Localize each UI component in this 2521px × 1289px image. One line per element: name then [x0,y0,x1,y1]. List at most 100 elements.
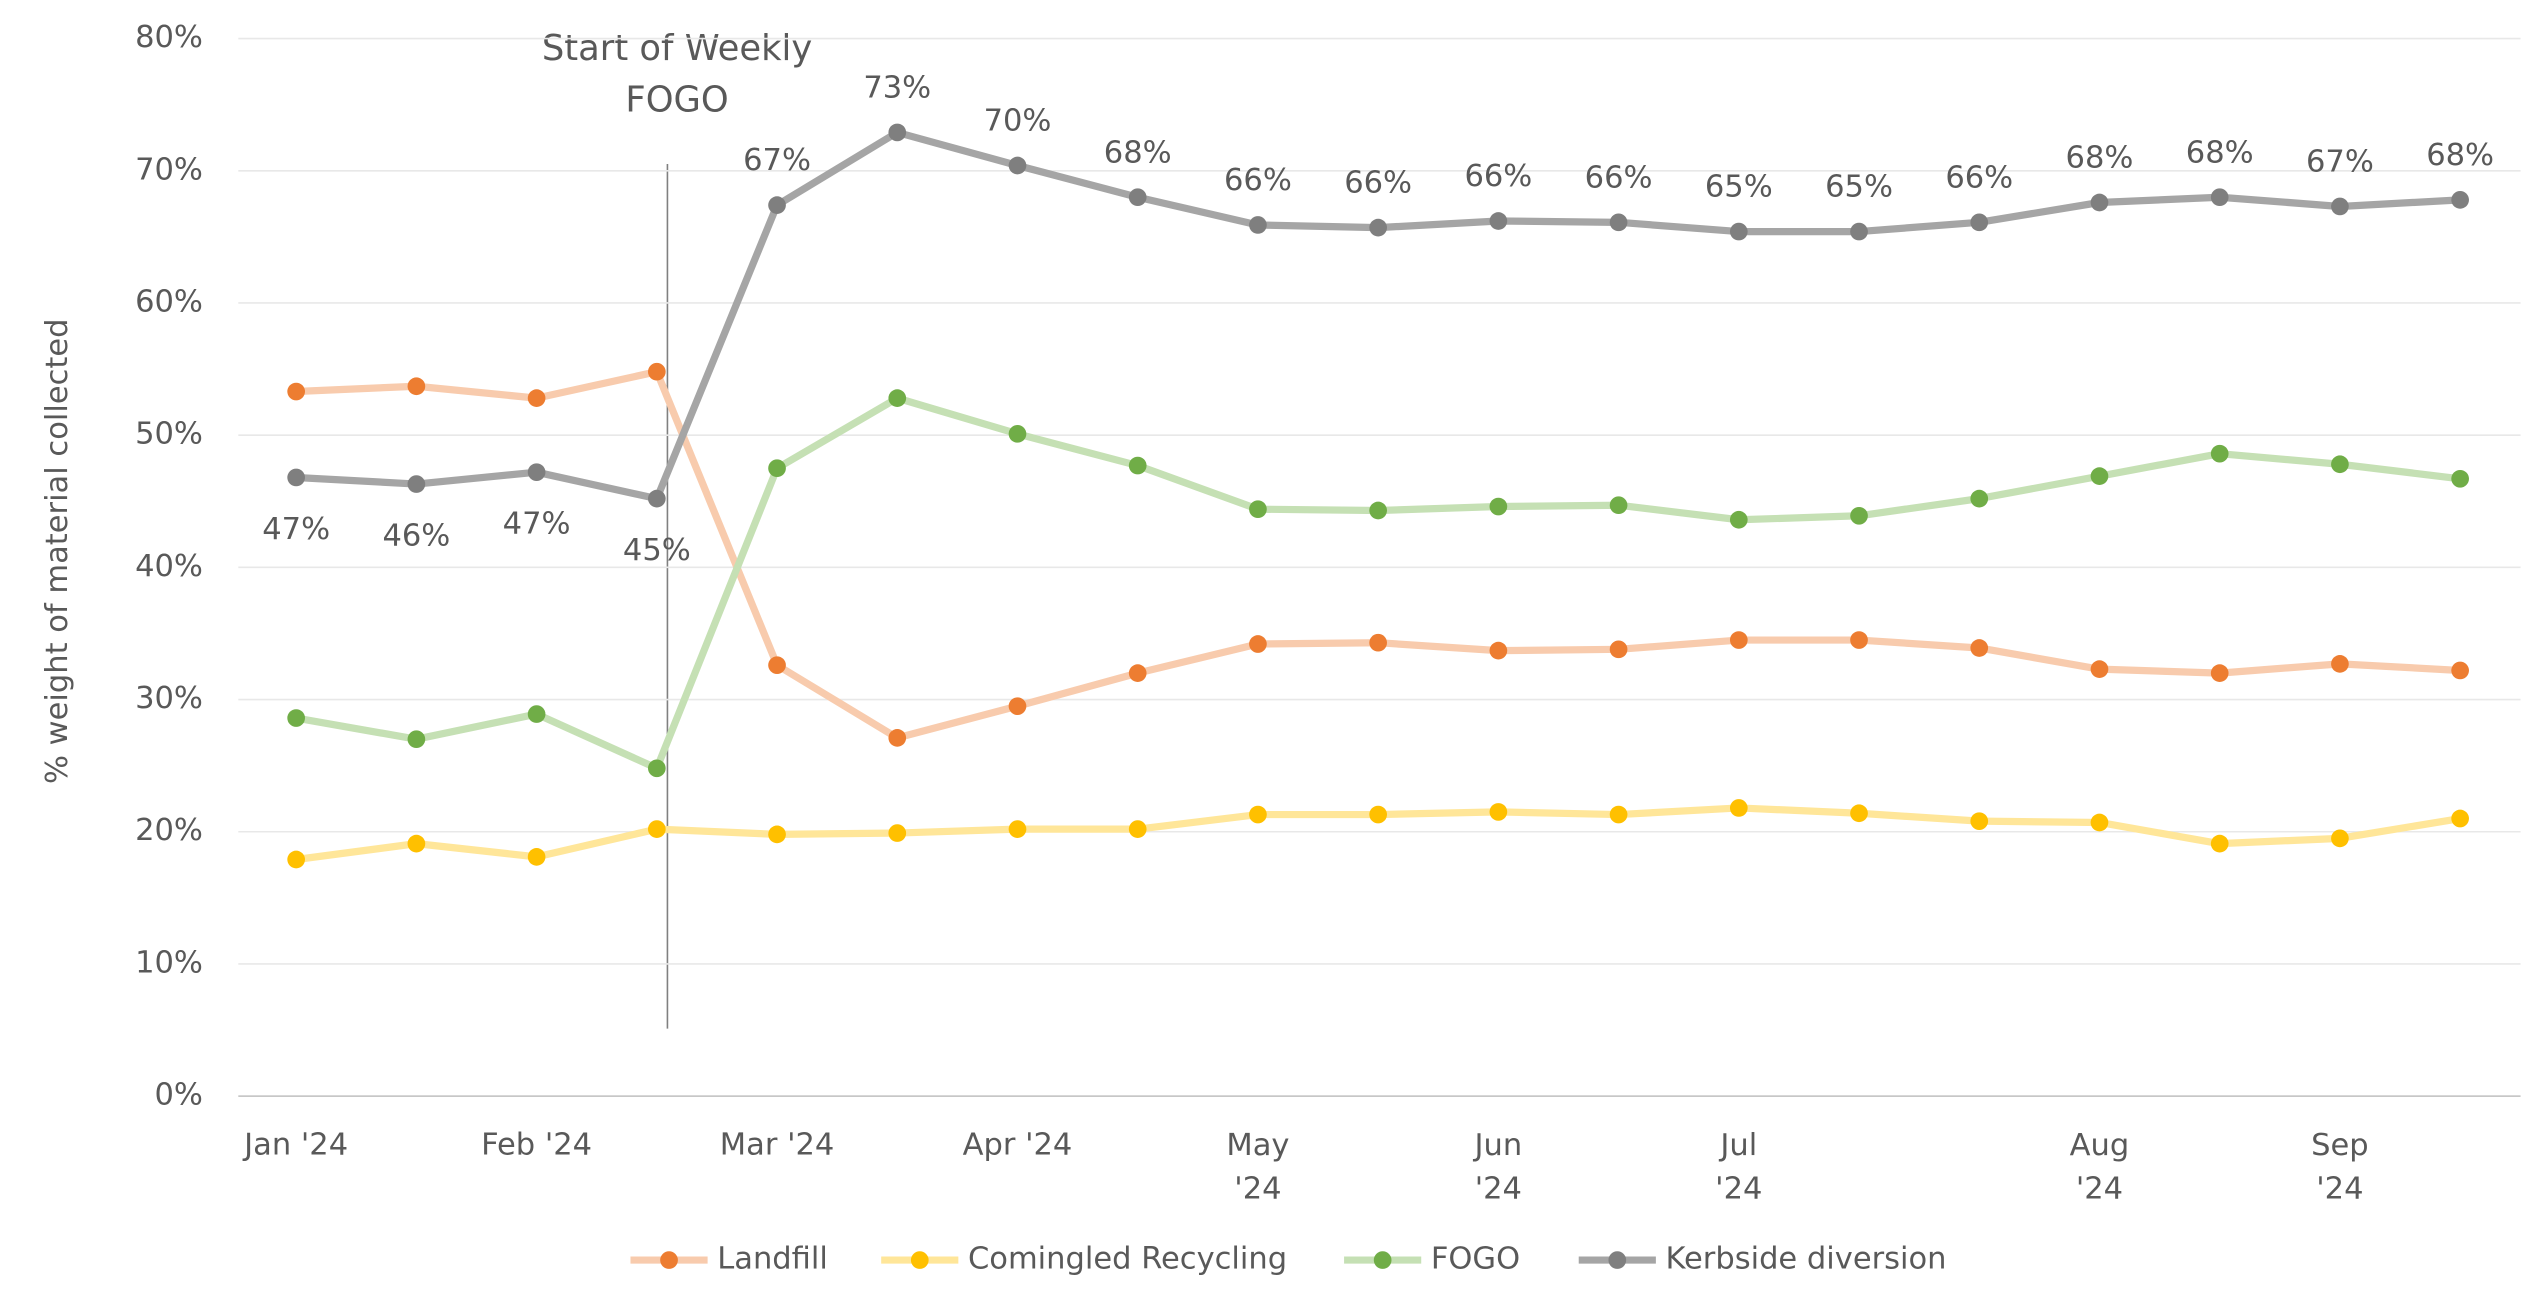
point [2210,188,2229,207]
point [888,123,907,142]
point [2090,660,2109,678]
data-label: 66% [1585,160,1653,195]
point [768,196,786,214]
data-label: 73% [863,71,931,106]
legend-marker [660,1251,678,1269]
point [407,475,426,493]
legend-label: Comingled Recycling [968,1242,1287,1277]
point [527,389,546,407]
point [1008,424,1027,443]
point [2451,661,2469,680]
point [1970,213,1989,232]
y-tick-label: 20% [135,813,203,848]
y-tick-label: 10% [135,945,203,980]
point [1008,697,1027,715]
point [2090,467,2109,485]
point [1369,218,1387,237]
point [1489,641,1508,660]
x-tick-label: May '24 [1226,1127,1289,1205]
point [1489,497,1508,516]
data-label: 70% [984,104,1052,139]
point [768,825,786,844]
data-label: 47% [262,512,330,547]
point [888,389,907,407]
y-tick-label: 30% [135,681,203,716]
point [287,468,306,487]
data-label: 68% [2066,141,2134,176]
point [1850,506,1868,525]
point [2451,469,2469,488]
point [1249,500,1267,519]
data-label: 68% [2186,135,2254,170]
point [527,705,546,723]
point [1128,456,1147,475]
point [1729,222,1748,241]
point [2331,197,2349,216]
x-tick-label: Sep '24 [2311,1127,2369,1205]
point [647,759,666,778]
annotation: FOGO [625,79,728,120]
point [1249,216,1267,234]
point [287,709,306,727]
point [1609,805,1628,824]
point [1489,803,1508,821]
point [2331,655,2349,673]
legend-marker [1373,1251,1392,1269]
point [527,463,546,482]
data-label: 65% [1825,170,1893,205]
point [1729,510,1748,529]
legend-marker [1608,1251,1627,1269]
point [888,729,907,747]
point [1369,633,1387,652]
point [768,656,786,675]
x-tick-label: Jun '24 [1473,1127,1523,1205]
point [2090,813,2109,832]
point [1970,812,1989,831]
data-label: 66% [1344,166,1412,201]
data-label: 66% [1945,160,2013,195]
data-label: 65% [1705,170,1773,205]
legend-label: Landfill [717,1242,828,1277]
point [2210,834,2229,853]
grid [238,37,2521,1097]
point [1609,640,1628,659]
point [1729,631,1748,649]
point [1609,213,1628,232]
data-label: 68% [2426,138,2494,173]
point [888,824,907,842]
x-tick-label: Aug '24 [2070,1127,2130,1205]
point [1008,156,1027,175]
point [1489,212,1508,230]
point [2331,455,2349,474]
point [407,730,426,749]
data-label: 47% [503,507,571,542]
legend-marker [910,1251,929,1269]
point [407,377,426,396]
y-tick-label: 0% [155,1078,203,1113]
point [1369,805,1387,824]
data-label: 67% [2306,145,2374,180]
point [1970,489,1989,508]
x-tick-label: Feb '24 [481,1127,592,1162]
y-tick-label: 80% [135,20,203,55]
y-tick-label: 70% [135,152,203,187]
point [647,362,666,381]
point [647,820,666,838]
data-label: 66% [1224,163,1292,198]
point [1128,188,1147,207]
series-line [296,368,2461,742]
point [1970,639,1989,657]
point [2210,664,2229,682]
legend-label: FOGO [1431,1242,1520,1277]
point [2331,829,2349,848]
series-line [295,394,2461,772]
point [2451,191,2469,209]
point [1249,805,1267,824]
point [1850,804,1868,823]
point [2090,193,2109,212]
point [1128,664,1147,682]
annotation: Start of Weekly [542,28,812,69]
data-label: 68% [1104,135,1172,170]
point [287,850,306,869]
